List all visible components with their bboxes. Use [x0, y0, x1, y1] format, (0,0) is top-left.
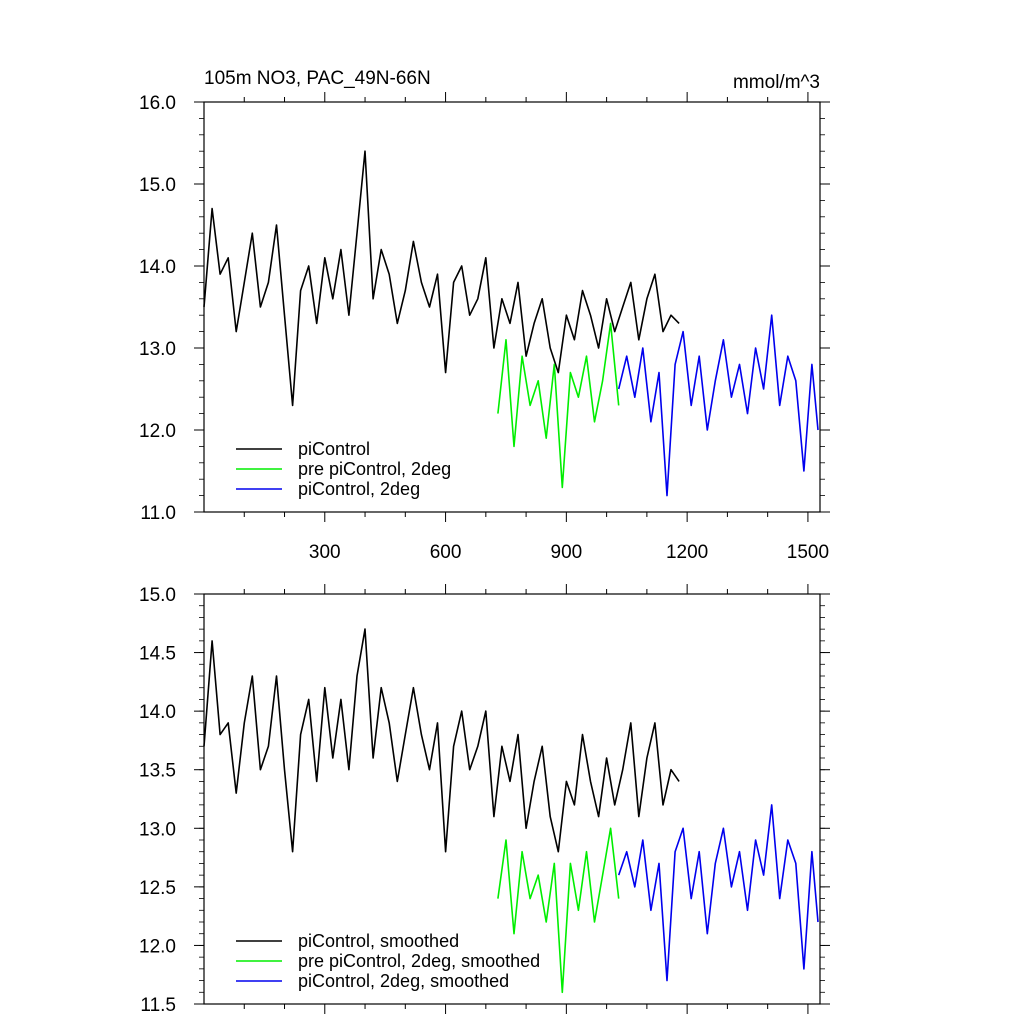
- y-tick-label: 12.0: [139, 421, 176, 442]
- y-tick-label: 15.0: [139, 175, 176, 196]
- y-tick-label: 13.0: [139, 339, 176, 360]
- series-line-3: [617, 314, 819, 497]
- x-tick-label: 1500: [787, 542, 829, 563]
- y-tick-label: 14.0: [139, 257, 176, 278]
- y-tick-label: 14.5: [139, 644, 176, 665]
- legend-label: pre piControl, 2deg, smoothed: [298, 951, 540, 971]
- y-tick-label: 15.0: [139, 585, 176, 606]
- y-tick-label: 14.0: [139, 702, 176, 723]
- x-tick-label: 1200: [666, 542, 708, 563]
- units-label: mmol/m^3: [733, 72, 820, 93]
- plot-frame: [203, 593, 821, 1005]
- series-line-3: [617, 804, 819, 982]
- figure-title: 105m NO3, PAC_49N-66N: [204, 68, 431, 89]
- legend-label: piControl, 2deg: [298, 479, 420, 499]
- series-line-1: [203, 150, 680, 407]
- y-tick-label: 12.5: [139, 878, 176, 899]
- legend-label: piControl, smoothed: [298, 931, 459, 951]
- top-panel: 300 600 900 1200 1500 11.0 12.0 13.0 14.0 15.0 16.…: [139, 92, 830, 563]
- y-tick-label: 16.0: [139, 93, 176, 114]
- series-line-2: [497, 322, 620, 489]
- x-tick-label: 900: [551, 542, 583, 563]
- y-tick-label: 12.0: [139, 936, 176, 957]
- legend-label: pre piControl, 2deg: [298, 459, 451, 479]
- legend-label: piControl: [298, 439, 370, 459]
- y-tick-label: 11.5: [140, 995, 176, 1016]
- y-tick-label: 13.0: [139, 819, 176, 840]
- bottom-panel: 11.5 12.0 12.5 13.0 13.5 14.0 14.5 15.0 piContro…: [139, 584, 830, 1016]
- legend-label: piControl, 2deg, smoothed: [298, 971, 509, 991]
- y-tick-label: 13.5: [139, 761, 176, 782]
- y-tick-label: 11.0: [140, 503, 176, 524]
- x-tick-label: 300: [309, 542, 341, 563]
- series-line-2: [497, 827, 620, 994]
- x-tick-label: 600: [430, 542, 462, 563]
- series-line-1: [203, 628, 680, 853]
- plot-frame: [203, 101, 821, 513]
